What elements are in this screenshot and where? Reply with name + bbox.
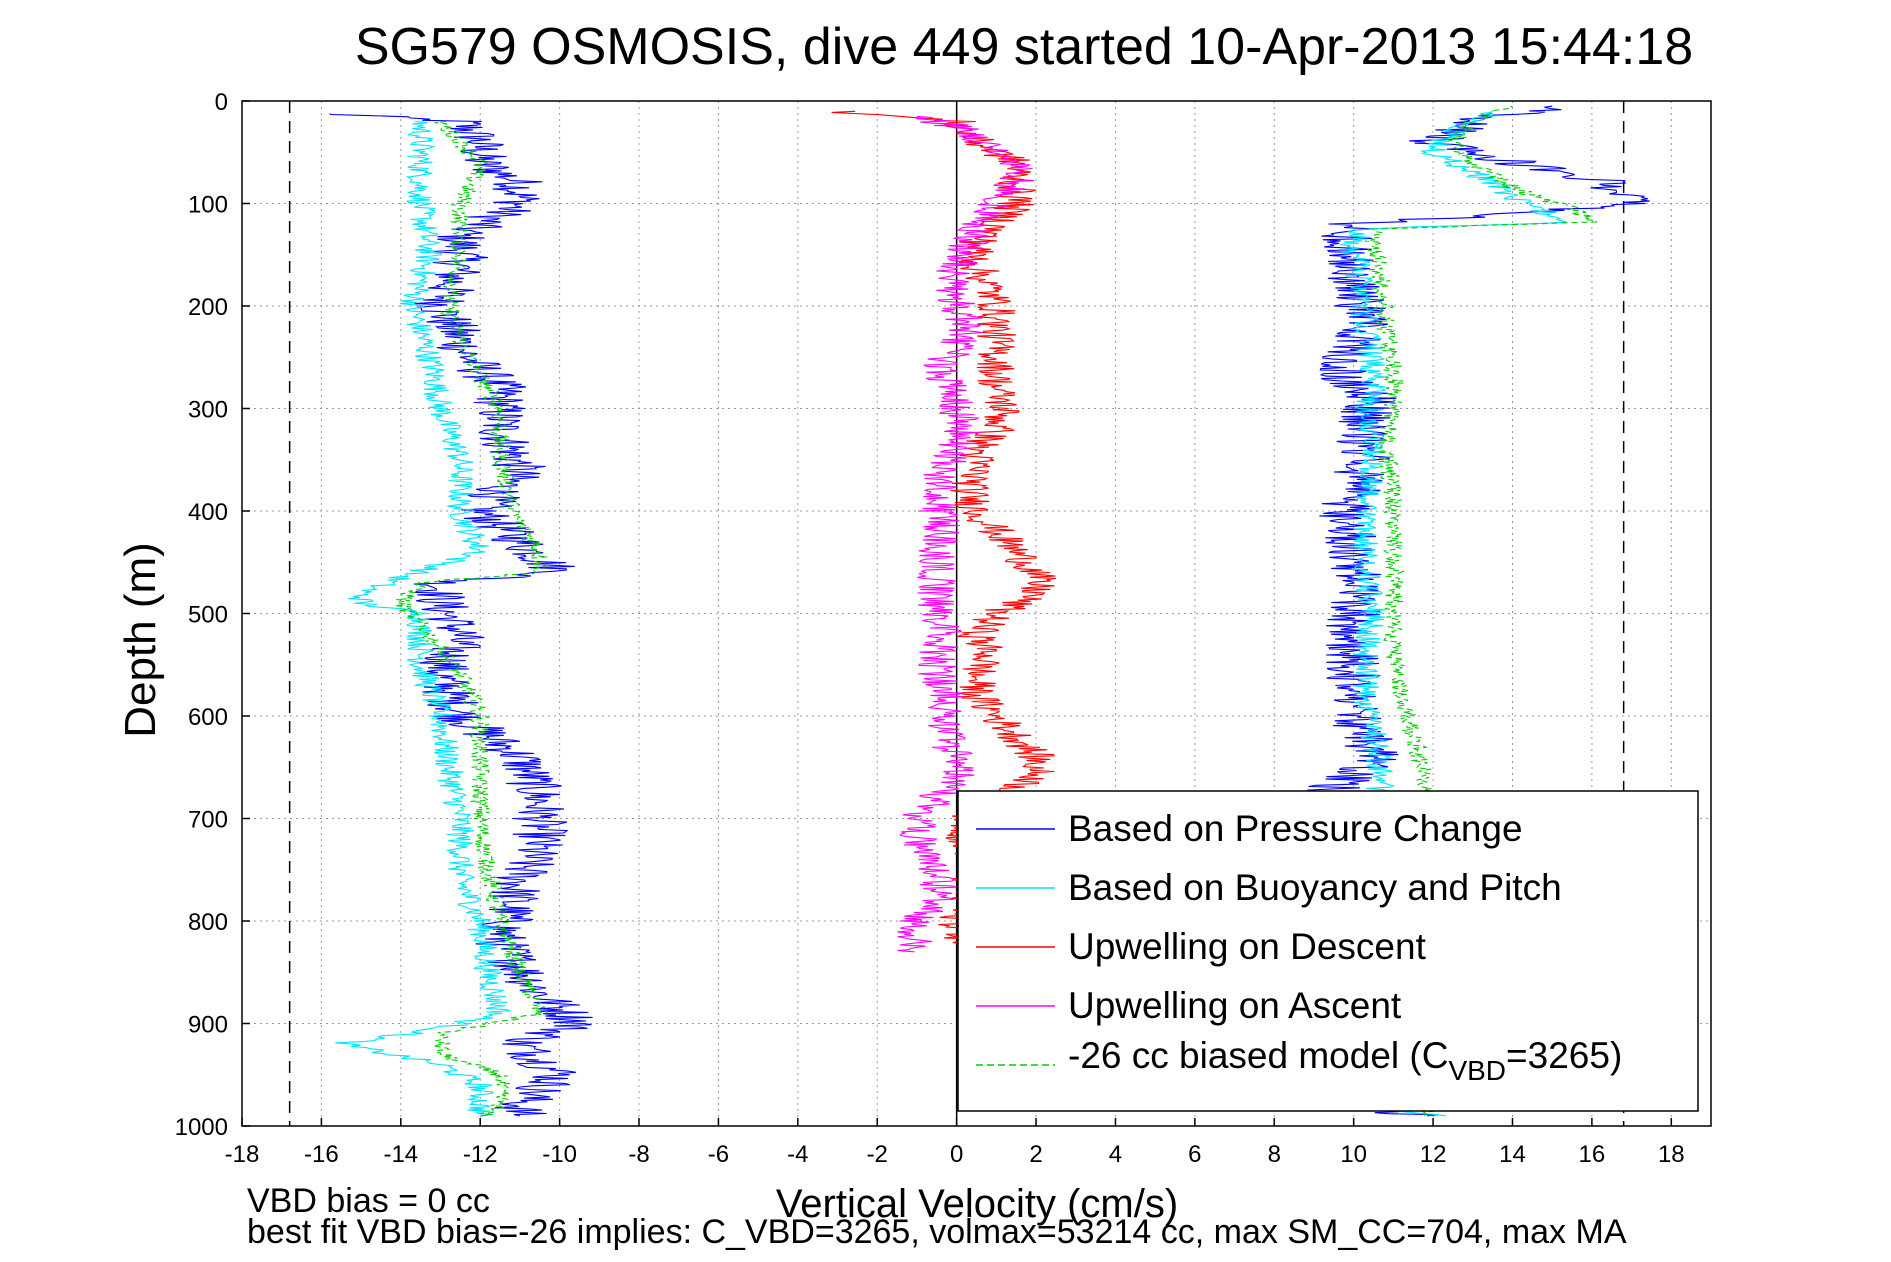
y-axis-label: Depth (m) — [116, 542, 165, 738]
legend-label: Upwelling on Descent — [1068, 926, 1427, 967]
legend-label: -26 cc biased model (CVBD=3265) — [1068, 1035, 1622, 1086]
y-tick-label: 800 — [188, 909, 228, 936]
x-tick-label: -12 — [463, 1141, 498, 1168]
x-tick-label: -18 — [225, 1141, 260, 1168]
x-tick-label: 4 — [1109, 1141, 1122, 1168]
x-tick-label: 0 — [950, 1141, 963, 1168]
y-tick-label: 0 — [215, 89, 228, 116]
legend-box — [957, 790, 1699, 1112]
legend-label-subscript: VBD — [1448, 1055, 1506, 1086]
x-tick-label: -14 — [383, 1141, 418, 1168]
legend-label: Upwelling on Ascent — [1068, 985, 1402, 1026]
y-tick-label: 600 — [188, 704, 228, 731]
x-tick-label: -8 — [628, 1141, 649, 1168]
series-line-7 — [897, 115, 1035, 953]
x-tick-label: -2 — [867, 1141, 888, 1168]
series-line-0 — [329, 113, 593, 1117]
x-tick-label: 16 — [1579, 1141, 1606, 1168]
legend-label: Based on Buoyancy and Pitch — [1068, 867, 1562, 908]
y-tick-label: 100 — [188, 192, 228, 219]
chart-title: SG579 OSMOSIS, dive 449 started 10-Apr-2… — [355, 18, 1693, 76]
x-tick-label: -6 — [708, 1141, 729, 1168]
series-line-2 — [394, 120, 549, 1117]
x-tick-label: 12 — [1420, 1141, 1447, 1168]
x-tick-label: -16 — [304, 1141, 339, 1168]
x-tick-label: 2 — [1029, 1141, 1042, 1168]
x-axis-ticks: -18 -16 -14 -12 -10 -8 -6 -4 -2 0 2 4 6 8 10 12 14 16 18 — [225, 1118, 1685, 1168]
x-tick-label: -10 — [542, 1141, 577, 1168]
x-tick-label: 8 — [1268, 1141, 1281, 1168]
y-tick-label: 200 — [188, 294, 228, 321]
legend-label-tail: =3265) — [1506, 1035, 1622, 1076]
x-tick-label: 10 — [1340, 1141, 1367, 1168]
y-tick-label: 300 — [188, 397, 228, 424]
footer-line-2: best fit VBD bias=-26 implies: C_VBD=326… — [247, 1213, 1627, 1251]
y-tick-label: 500 — [188, 602, 228, 629]
series-line-1 — [335, 120, 511, 1117]
y-axis-ticks: 0 100 200 300 400 500 600 700 800 900 1000 — [175, 89, 250, 1141]
y-tick-label: 900 — [188, 1012, 228, 1039]
x-tick-label: 14 — [1499, 1141, 1526, 1168]
x-axis-label: Vertical Velocity (cm/s) — [776, 1182, 1178, 1226]
legend-label-main: -26 cc biased model (C — [1068, 1035, 1448, 1076]
legend-label: Based on Pressure Change — [1068, 808, 1523, 849]
x-tick-label: 6 — [1188, 1141, 1201, 1168]
y-tick-label: 700 — [188, 807, 228, 834]
legend: Based on Pressure Change Based on Buoyanc… — [957, 790, 1699, 1112]
x-tick-label: 18 — [1658, 1141, 1685, 1168]
y-tick-label: 1000 — [175, 1114, 228, 1141]
x-tick-label: -4 — [787, 1141, 808, 1168]
y-tick-label: 400 — [188, 499, 228, 526]
footer-line-1: VBD bias = 0 cc — [247, 1182, 490, 1220]
